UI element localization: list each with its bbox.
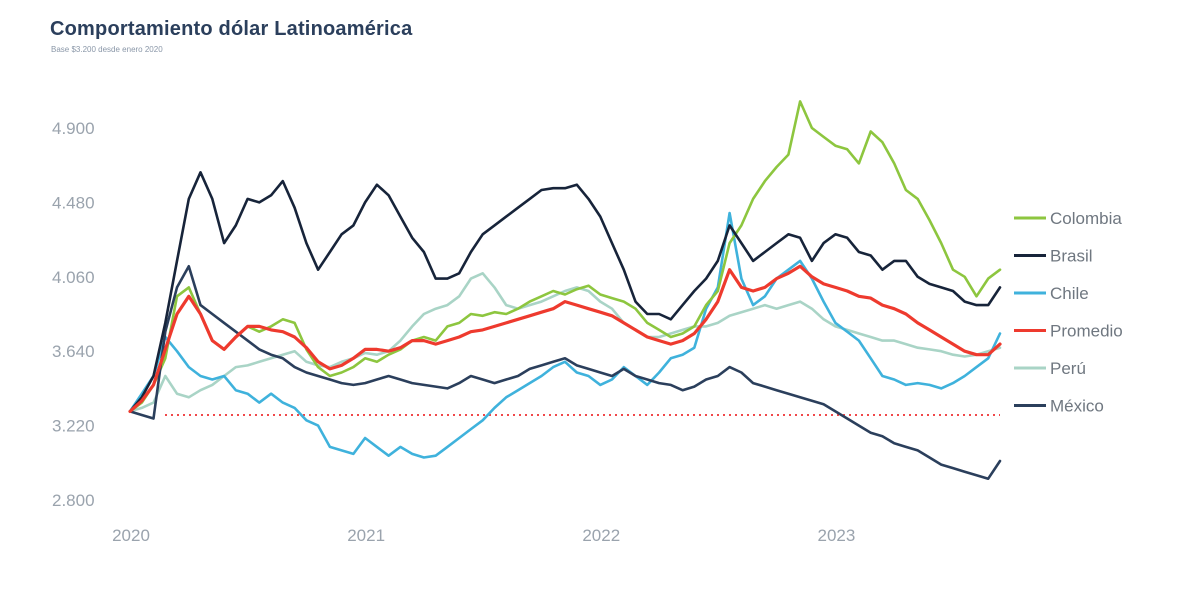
y-tick-label: 4.900 — [52, 119, 95, 138]
legend-label-mexico: México — [1050, 397, 1104, 416]
chart-subtitle: Base $3.200 desde enero 2020 — [51, 45, 163, 54]
series-line-mexico — [128, 264, 1002, 481]
legend-label-promedio: Promedio — [1050, 322, 1123, 341]
x-tick-label: 2020 — [112, 526, 150, 545]
legend: Colombia Brasil Chile Promedio Perú México — [1014, 209, 1123, 416]
chart-title: Comportamiento dólar Latinoamérica — [50, 18, 413, 40]
y-tick-label: 3.220 — [52, 417, 95, 436]
y-tick-label: 2.800 — [52, 491, 95, 510]
x-tick-label: 2022 — [582, 526, 620, 545]
legend-label-colombia: Colombia — [1050, 209, 1122, 228]
series-line-chile — [128, 211, 1002, 459]
series-line-brasil — [128, 171, 1002, 413]
x-axis: 2020 2021 2022 2023 — [112, 526, 855, 545]
y-tick-label: 3.640 — [52, 342, 95, 361]
series-line-promedio — [128, 264, 1002, 413]
y-tick-label: 4.480 — [52, 193, 95, 212]
y-tick-label: 4.060 — [52, 268, 95, 287]
legend-label-peru: Perú — [1050, 359, 1086, 378]
x-tick-label: 2021 — [347, 526, 385, 545]
series-line-colombia — [128, 100, 1002, 413]
legend-label-chile: Chile — [1050, 284, 1089, 303]
legend-label-brasil: Brasil — [1050, 247, 1093, 266]
y-axis: 2.800 3.220 3.640 4.060 4.480 4.900 — [52, 119, 95, 510]
x-tick-label: 2023 — [817, 526, 855, 545]
series-lines — [128, 100, 1002, 481]
